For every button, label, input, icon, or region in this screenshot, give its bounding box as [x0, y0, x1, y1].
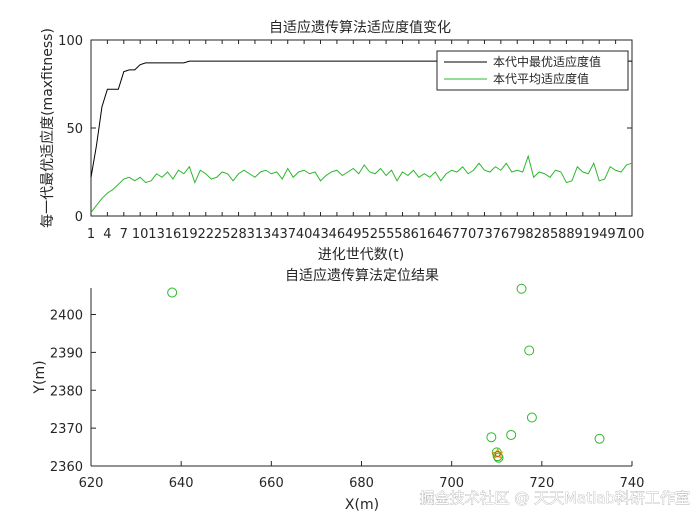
fitness-x-tick-label: 49 — [345, 227, 362, 242]
fitness-y-tick-label: 100 — [58, 34, 83, 49]
fitness-x-tick-label: 64 — [427, 227, 444, 242]
location-y-tick-label: 2400 — [50, 309, 83, 324]
fitness-x-tick-label: 70 — [460, 227, 477, 242]
location-x-tick-label: 660 — [259, 476, 284, 491]
location-y-tick-label: 2380 — [50, 384, 83, 399]
fitness-x-tick-label: 34 — [263, 227, 280, 242]
location-x-tick-label: 720 — [529, 476, 554, 491]
fitness-x-tick-label: 46 — [329, 227, 346, 242]
fitness-x-tick-label: 1 — [87, 227, 95, 242]
fitness-x-tick-label: 91 — [575, 227, 592, 242]
average-fitness-line — [90, 154, 633, 213]
fitness-x-tick-label: 10 — [132, 227, 149, 242]
candidate-point-marker — [524, 345, 535, 356]
location-y-axis-label: Y(m) — [32, 360, 48, 394]
candidate-point-marker — [167, 287, 178, 298]
fitness-x-tick-label: 55 — [378, 227, 395, 242]
fitness-x-tick-label: 82 — [525, 227, 542, 242]
location-y-ticks: 2360 2370 2380 2390 2400 — [50, 309, 96, 475]
fitness-x-tick-label: 40 — [296, 227, 313, 242]
fitness-x-tick-label: 37 — [279, 227, 296, 242]
legend-best-label: 本代中最优适应度值 — [493, 54, 601, 69]
fitness-y-tick-label: 50 — [66, 122, 83, 137]
legend-box — [436, 50, 629, 91]
fitness-x-tick-label: 4 — [103, 227, 111, 242]
fitness-x-tick-label: 58 — [394, 227, 411, 242]
fitness-x-tick-label: 13 — [148, 227, 165, 242]
candidate-point-marker — [526, 412, 537, 423]
candidate-point-marker — [516, 283, 527, 294]
fitness-x-tick-label: 76 — [493, 227, 510, 242]
fitness-chart-title: 自适应遗传算法适应度值变化 — [269, 19, 451, 36]
fitness-x-tick-label: 61 — [411, 227, 428, 242]
fitness-x-tick-label: 52 — [361, 227, 378, 242]
fitness-y-tick-label: 0 — [75, 210, 83, 225]
fitness-y-axis-label: 每一代最优适应度(maxfitness) — [39, 28, 56, 228]
candidate-point-marker — [594, 433, 605, 444]
fitness-x-tick-label: 97 — [607, 227, 624, 242]
fitness-y-ticks: 0 50 100 — [58, 34, 632, 225]
location-x-tick-label: 740 — [620, 476, 645, 491]
true-position-marker — [494, 450, 501, 457]
fitness-x-ticks: 1 4 7 10 13 16 19 22 25 28 31 34 37 40 43 46 49 52 55 58 61 6… — [87, 40, 645, 242]
location-x-ticks: 620 640 660 680 700 720 740 — [79, 461, 645, 491]
fitness-x-tick-label: 79 — [509, 227, 526, 242]
fitness-x-tick-label: 28 — [230, 227, 247, 242]
fitness-x-tick-label: 73 — [476, 227, 493, 242]
fitness-x-tick-label: 88 — [558, 227, 575, 242]
location-x-tick-label: 700 — [439, 476, 464, 491]
fitness-x-tick-label: 19 — [181, 227, 198, 242]
location-chart-title: 自适应遗传算法定位结果 — [285, 267, 439, 284]
fitness-x-tick-label: 100 — [620, 227, 645, 242]
fitness-chart: 自适应遗传算法适应度值变化 1 4 7 10 13 16 19 22 25 28 31 34 37 40 4… — [39, 19, 644, 263]
fitness-x-tick-label: 22 — [197, 227, 214, 242]
location-axes — [90, 288, 632, 467]
location-y-tick-label: 2390 — [50, 346, 83, 361]
fitness-x-tick-label: 43 — [312, 227, 329, 242]
location-y-tick-label: 2360 — [50, 460, 83, 475]
location-points — [167, 283, 605, 463]
fitness-x-tick-label: 94 — [591, 227, 608, 242]
location-x-tick-label: 680 — [349, 476, 374, 491]
legend-average-label: 本代平均适应度值 — [493, 71, 589, 86]
fitness-x-tick-label: 16 — [165, 227, 182, 242]
fitness-x-tick-label: 67 — [443, 227, 460, 242]
candidate-point-marker — [493, 452, 504, 463]
fitness-legend: 本代中最优适应度值 本代平均适应度值 — [436, 50, 629, 91]
candidate-point-marker — [486, 432, 497, 443]
location-x-axis-label: X(m) — [345, 497, 379, 513]
watermark-text: 掘金技术社区 @ 天天Matlab科研工作室 — [420, 489, 690, 507]
fitness-x-tick-label: 31 — [247, 227, 264, 242]
location-y-tick-label: 2370 — [50, 422, 83, 437]
location-chart: 自适应遗传算法定位结果 620 640 660 680 700 720 740 236023… — [32, 267, 644, 513]
fitness-x-tick-label: 25 — [214, 227, 231, 242]
fitness-x-tick-label: 7 — [120, 227, 128, 242]
fitness-x-tick-label: 85 — [542, 227, 559, 242]
candidate-point-marker — [506, 429, 517, 440]
location-x-tick-label: 620 — [79, 476, 104, 491]
location-x-tick-label: 640 — [169, 476, 194, 491]
fitness-x-axis-label: 进化世代数(t) — [318, 247, 404, 263]
